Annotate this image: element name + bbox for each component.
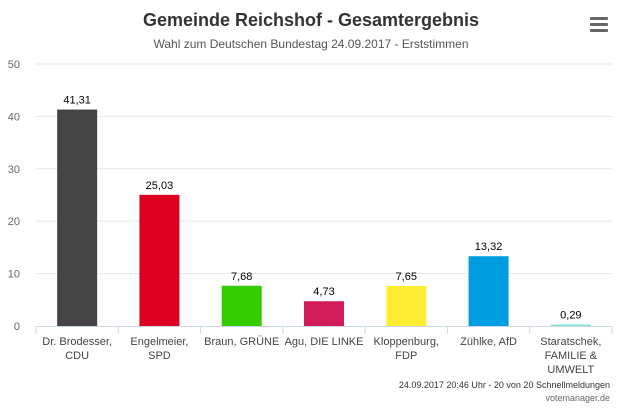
y-tick-label: 10: [8, 269, 20, 281]
x-tick-label: Braun, GRÜNE: [204, 336, 279, 348]
hamburger-menu-icon[interactable]: [590, 17, 608, 33]
bar: [550, 324, 591, 326]
bar: [57, 109, 98, 326]
x-tick-label: Engelmeier,: [130, 336, 188, 348]
x-tick-label: Staratschek,: [540, 336, 601, 348]
x-tick-label: UMWELT: [547, 364, 594, 376]
credits-source: votemanager.de: [545, 393, 610, 403]
data-label: 4,73: [313, 286, 334, 298]
data-label: 25,03: [146, 180, 174, 192]
bar: [468, 256, 509, 326]
data-label: 7,68: [231, 271, 252, 283]
x-tick-label: CDU: [65, 350, 89, 362]
data-label: 13,32: [475, 241, 503, 253]
x-tick-label: FAMILIE &: [545, 350, 598, 362]
x-tick-label: SPD: [148, 350, 171, 362]
bar: [304, 301, 344, 326]
bar: [221, 285, 262, 326]
y-tick-label: 40: [8, 111, 20, 123]
y-tick-label: 50: [8, 59, 20, 71]
chart-subtitle: Wahl zum Deutschen Bundestag 24.09.2017 …: [153, 37, 469, 51]
chart-title: Gemeinde Reichshof - Gesamtergebnis: [142, 10, 480, 30]
x-tick-label: Zühlke, AfD: [460, 336, 517, 348]
y-tick-label: 30: [8, 164, 20, 176]
x-tick-label: FDP: [395, 350, 417, 362]
data-label: 41,31: [63, 95, 91, 107]
y-tick-label: 0: [14, 321, 20, 333]
data-label: 7,65: [396, 271, 417, 283]
x-tick-label: Kloppenburg,: [374, 336, 439, 348]
credits-timestamp: 24.09.2017 20:46 Uhr - 20 von 20 Schnell…: [398, 380, 610, 390]
bar: [139, 194, 180, 326]
x-tick-label: Dr. Brodesser,: [42, 336, 112, 348]
data-label: 0,29: [560, 309, 581, 321]
x-tick-label: Agu, DIE LINKE: [285, 336, 364, 348]
y-tick-label: 20: [8, 216, 20, 228]
bar: [386, 285, 427, 326]
